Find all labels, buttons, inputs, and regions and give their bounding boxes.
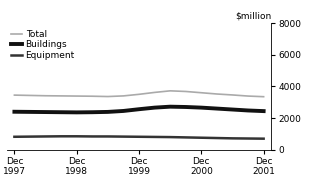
Legend: Total, Buildings, Equipment: Total, Buildings, Equipment <box>11 30 75 60</box>
Text: $million: $million <box>235 12 271 21</box>
